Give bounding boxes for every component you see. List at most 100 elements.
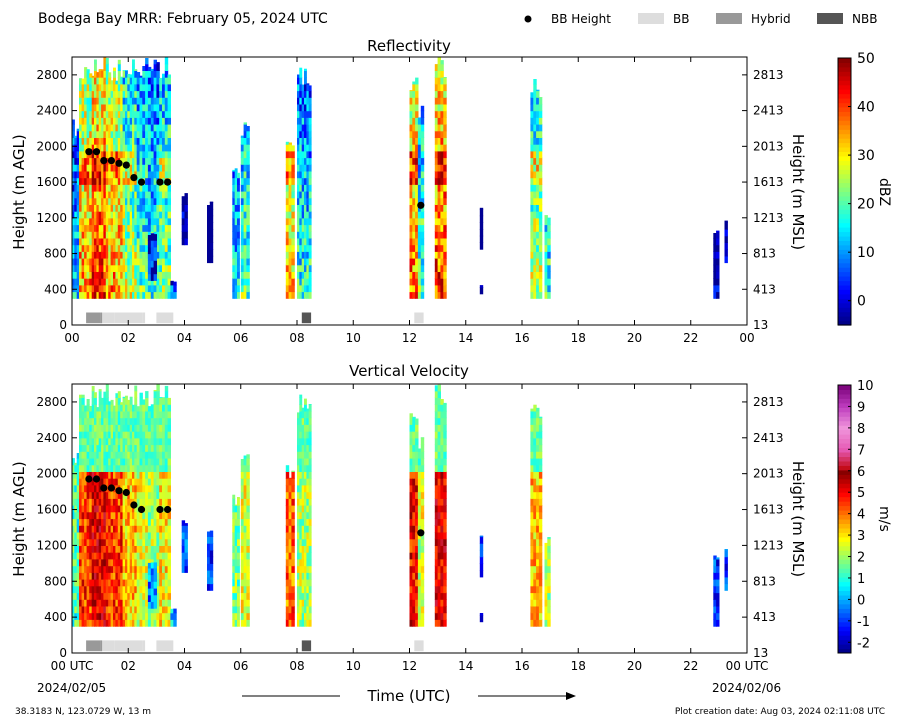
velocity-cell [142, 585, 146, 594]
reflectivity-cell [110, 164, 114, 172]
velocity-cell [232, 545, 236, 553]
reflectivity-cell [159, 271, 163, 279]
reflectivity-cell [103, 191, 107, 199]
velocity-cell [297, 417, 300, 425]
velocity-cell [96, 585, 100, 594]
velocity-cell [304, 417, 307, 425]
velocity-cell [237, 498, 240, 506]
reflectivity-cell [101, 90, 104, 98]
reflectivity-cell [306, 231, 310, 239]
colorbar-segment [838, 492, 851, 498]
reflectivity-cell [167, 90, 171, 98]
reflectivity-cell [409, 204, 413, 212]
velocity-cell [108, 552, 112, 560]
velocity-cell [234, 504, 238, 506]
reflectivity-cell [127, 117, 131, 125]
velocity-cell [79, 424, 83, 432]
reflectivity-cell [134, 237, 138, 246]
velocity-cell [232, 572, 236, 580]
velocity-cell [409, 525, 413, 533]
velocity-cell [134, 410, 138, 419]
colorbar-segment [838, 169, 851, 175]
velocity-cell [132, 424, 135, 432]
reflectivity-cell [72, 278, 75, 286]
reflectivity-cell [79, 258, 83, 266]
reflectivity-cell [96, 170, 100, 179]
velocity-cell [91, 579, 95, 587]
velocity-cell [164, 478, 169, 486]
reflectivity-cell [79, 264, 83, 272]
reflectivity-cell [533, 217, 537, 226]
velocity-cell [136, 585, 141, 594]
velocity-cell [120, 451, 124, 459]
reflectivity-cell [101, 124, 104, 132]
velocity-cell [96, 431, 100, 439]
velocity-cell [79, 394, 83, 399]
reflectivity-cell [120, 144, 124, 152]
velocity-cell [127, 399, 131, 405]
velocity-cell [409, 437, 413, 446]
reflectivity-cell [86, 90, 90, 98]
velocity-cell [536, 444, 540, 452]
reflectivity-cell [291, 197, 295, 205]
reflectivity-cell [74, 135, 78, 138]
reflectivity-cell [79, 197, 83, 205]
bb-type-bar [301, 640, 312, 652]
reflectivity-cell [440, 63, 444, 71]
reflectivity-cell [91, 124, 95, 132]
reflectivity-cell [420, 157, 425, 165]
velocity-cell [297, 484, 300, 493]
reflectivity-cell [240, 204, 245, 212]
velocity-cell [105, 552, 109, 560]
velocity-cell [108, 525, 112, 533]
velocity-cell [120, 525, 124, 533]
reflectivity-cell [304, 77, 307, 85]
reflectivity-cell [84, 83, 88, 92]
reflectivity-cell [115, 124, 119, 132]
reflectivity-cell [234, 168, 238, 172]
velocity-cell [150, 574, 155, 582]
velocity-cell [115, 451, 119, 459]
end-date: 2024/02/06 [712, 681, 781, 695]
velocity-cell [108, 444, 112, 452]
reflectivity-cell [306, 258, 310, 266]
velocity-cell [79, 404, 83, 412]
velocity-cell [308, 511, 312, 520]
reflectivity-cell [240, 191, 245, 199]
reflectivity-cell [533, 291, 537, 299]
y-tick-label: 1200 [36, 538, 67, 552]
reflectivity-cell [301, 211, 305, 219]
velocity-cell [89, 451, 93, 459]
x-tick-label: 08 [289, 659, 304, 673]
reflectivity-cell [164, 237, 169, 246]
velocity-cell [443, 478, 447, 486]
velocity-cell [164, 532, 169, 540]
reflectivity-cell [117, 59, 121, 65]
velocity-cell [409, 511, 413, 520]
reflectivity-cell [544, 237, 548, 246]
reflectivity-cell [547, 224, 551, 232]
velocity-cell [153, 471, 157, 479]
reflectivity-cell [110, 258, 114, 266]
reflectivity-cell [86, 237, 90, 246]
velocity-cell [101, 579, 104, 587]
reflectivity-cell [153, 90, 157, 98]
reflectivity-cell [129, 77, 133, 85]
reflectivity-cell [127, 197, 131, 205]
velocity-cell [297, 525, 300, 533]
reflectivity-cell [127, 251, 131, 259]
reflectivity-cell [159, 144, 163, 152]
reflectivity-cell [96, 164, 100, 172]
reflectivity-cell [159, 157, 163, 165]
velocity-cell [440, 410, 444, 419]
reflectivity-cell [150, 68, 155, 71]
velocity-cell [110, 538, 114, 546]
reflectivity-cell [113, 231, 116, 239]
reflectivity-cell [110, 170, 114, 179]
velocity-cell [434, 619, 439, 627]
reflectivity-cell [113, 83, 116, 92]
velocity-cell [437, 410, 441, 419]
reflectivity-cell [113, 258, 116, 266]
reflectivity-cell [142, 237, 146, 246]
reflectivity-cell [103, 258, 107, 266]
